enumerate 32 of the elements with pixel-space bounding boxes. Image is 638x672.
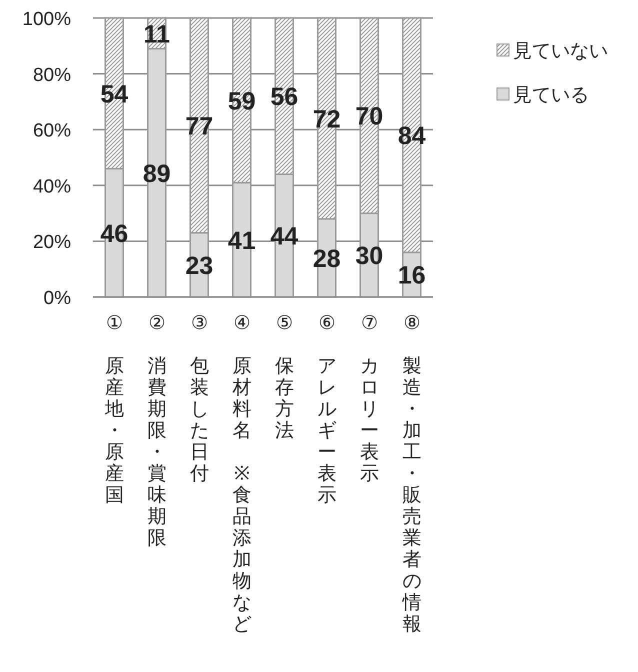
data-label: 28 <box>312 244 341 273</box>
data-label: 77 <box>185 112 214 140</box>
data-label: 41 <box>228 226 256 255</box>
y-tick-label: 80% <box>32 64 72 86</box>
x-tick-label: ⑤ 保存方法 <box>274 312 294 442</box>
data-label: 16 <box>398 262 426 290</box>
y-tick-label: 0% <box>44 288 72 309</box>
data-label: 72 <box>312 105 341 134</box>
data-label: 59 <box>228 87 256 116</box>
data-label: 89 <box>142 160 171 188</box>
x-tick-label: ⑥ アレルギー表示 <box>317 312 336 506</box>
x-tick-label: ⑦ カロリー表示 <box>360 312 379 484</box>
category-label: ⑧ 製造・加工・販売業者の情報 <box>402 312 422 635</box>
data-label: 30 <box>355 242 384 270</box>
x-tick-label: ③ 包装した日付 <box>188 312 209 484</box>
legend-label: 見ている <box>513 85 589 106</box>
y-tick-label: 40% <box>32 176 72 198</box>
x-tick-label: ① 原産地・原産国 <box>104 312 124 506</box>
data-label: 56 <box>270 83 298 112</box>
y-tick-label: 20% <box>32 232 72 254</box>
data-label: 44 <box>270 222 298 251</box>
y-tick-label: 100% <box>22 9 72 30</box>
y-tick-label: 60% <box>32 120 72 142</box>
category-label: ② 消費期限・賞味期限 <box>147 312 166 549</box>
data-label: 11 <box>144 20 170 48</box>
data-label: 54 <box>100 80 128 108</box>
data-label: 46 <box>100 220 128 248</box>
category-label: ④ 原材料名 ※食品添加物など <box>232 312 252 635</box>
data-label: 70 <box>355 102 384 131</box>
data-label: 84 <box>398 122 426 150</box>
legend-label: 見ていない <box>513 41 608 62</box>
data-label: 23 <box>185 252 214 280</box>
